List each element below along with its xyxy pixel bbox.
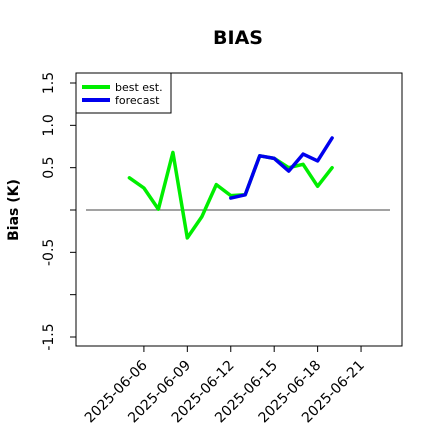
data-point-best-est: [186, 236, 189, 240]
legend: best est. forecast: [75, 72, 172, 114]
data-point-best-est: [142, 186, 146, 190]
data-point-forecast: [287, 169, 290, 173]
data-point-forecast: [272, 157, 276, 160]
data-point-forecast: [330, 136, 334, 140]
data-point-best-est: [200, 215, 204, 218]
data-point-best-est: [171, 151, 175, 154]
y-tick-label: 1.0: [41, 114, 57, 136]
legend-label-best-est: best est.: [115, 81, 163, 94]
y-axis: -1.5 -0.5 0.5 1.0 1.5: [41, 72, 76, 351]
x-axis: 2025-06-062025-06-092025-06-122025-06-15…: [82, 346, 368, 426]
series-layer: [127, 136, 334, 240]
data-point-best-est: [128, 176, 131, 180]
legend-box: [75, 72, 172, 114]
y-axis-label: Bias (K): [6, 179, 22, 241]
y-tick-label: 0.5: [41, 157, 57, 179]
chart-title: BIAS: [213, 27, 263, 49]
data-point-best-est: [157, 207, 160, 211]
data-point-forecast: [316, 159, 319, 163]
data-point-forecast: [229, 196, 232, 200]
data-point-best-est: [316, 185, 319, 188]
legend-label-forecast: forecast: [115, 94, 160, 107]
data-point-forecast: [258, 154, 261, 158]
y-tick-label: -1.5: [41, 323, 57, 350]
data-point-forecast: [301, 152, 305, 156]
data-point-best-est: [215, 183, 218, 186]
data-point-best-est: [330, 166, 334, 169]
data-point-forecast: [244, 193, 247, 196]
data-point-best-est: [301, 163, 305, 166]
series-line-forecast: [229, 136, 334, 200]
y-tick-label: 1.5: [41, 72, 57, 94]
y-tick-label: -0.5: [41, 239, 57, 266]
